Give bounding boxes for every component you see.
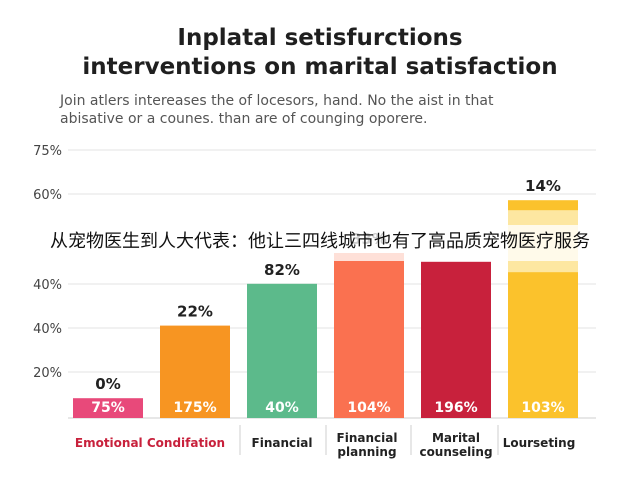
chart-subtitle-line1: Join atlers intereases the of locesors, … bbox=[60, 93, 494, 109]
category-label: Lourseting bbox=[503, 436, 576, 450]
bar bbox=[73, 398, 143, 418]
bar-base-label: 40% bbox=[265, 400, 299, 416]
category-label: counseling bbox=[419, 445, 492, 459]
bar-base-label: 196% bbox=[434, 400, 477, 416]
bar-base-label: 75% bbox=[91, 400, 125, 416]
bar-value-label: 14% bbox=[525, 177, 561, 195]
bar-value-label: 22% bbox=[177, 303, 213, 321]
overlay-caption: 从宠物医生到人大代表：他让三四线城市也有了高品质宠物医疗服务 bbox=[50, 231, 590, 252]
bar bbox=[334, 253, 404, 418]
bar-base-label: 175% bbox=[173, 400, 216, 416]
chart-subtitle-line2: abisative or a counes. than are of coung… bbox=[60, 111, 428, 127]
bar bbox=[421, 261, 491, 418]
bar-base-label: 104% bbox=[347, 400, 390, 416]
chart-title-line1: Inplatal setisfurctions bbox=[177, 25, 463, 51]
bar-base-label: 103% bbox=[521, 400, 564, 416]
caption-overlay-band bbox=[0, 225, 640, 261]
category-label: Marital bbox=[432, 431, 480, 445]
y-tick-label: 20% bbox=[33, 366, 62, 381]
y-tick-label: 75% bbox=[33, 144, 62, 159]
category-label: Financial bbox=[252, 436, 313, 450]
y-tick-label: 60% bbox=[33, 188, 62, 203]
y-tick-label: 40% bbox=[33, 278, 62, 293]
bar bbox=[247, 283, 317, 418]
bar bbox=[160, 325, 230, 418]
chart-title-line2: interventions on marital satisfaction bbox=[82, 54, 558, 80]
category-label: Financial bbox=[337, 431, 398, 445]
y-tick-label: 40% bbox=[33, 322, 62, 337]
category-label: Emotional Condifation bbox=[75, 436, 225, 450]
bar-value-label: 0% bbox=[95, 375, 120, 393]
category-label: planning bbox=[337, 445, 396, 459]
bar-value-label: 82% bbox=[264, 261, 300, 279]
